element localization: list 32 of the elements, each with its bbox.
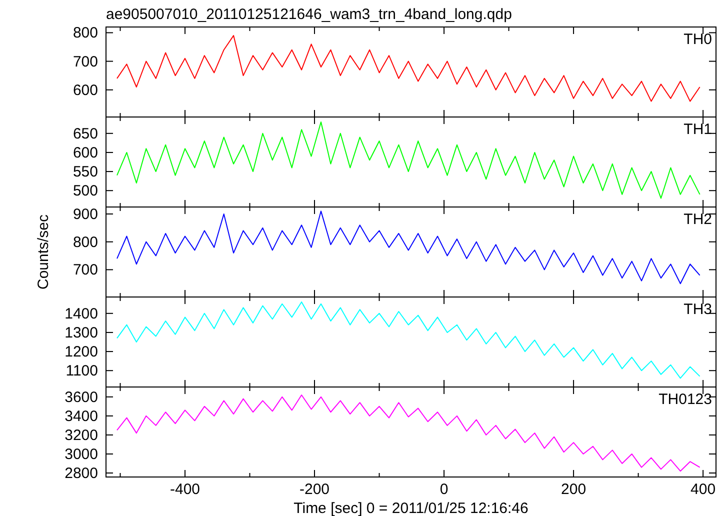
y-tick-label: 1200	[64, 344, 98, 361]
x-axis-title: Time [sec] 0 = 2011/01/25 12:16:46	[294, 500, 528, 516]
y-tick-label: 3200	[64, 426, 98, 444]
x-tick-label: 0	[440, 481, 448, 498]
y-tick-label: 3400	[64, 408, 98, 425]
y-tick-label: 800	[72, 24, 98, 42]
y-tick-label: 3600	[64, 388, 98, 406]
y-tick-label: 2800	[64, 465, 98, 482]
y-tick-label: 1400	[64, 305, 98, 322]
y-tick-label: 550	[72, 164, 98, 181]
text: TH3	[684, 301, 712, 318]
y-tick-label: 800	[72, 234, 98, 251]
text: TH1	[684, 121, 712, 138]
text: TH0123	[658, 391, 712, 408]
x-tick-label: -200	[300, 481, 330, 498]
y-tick-label: 500	[72, 182, 98, 200]
y-tick-label: 700	[72, 53, 98, 70]
y-tick-label: 900	[72, 206, 98, 223]
x-tick-label: -400	[170, 481, 200, 498]
y-axis-title: Counts/sec	[35, 214, 52, 290]
y-tick-label: 700	[72, 262, 98, 279]
chart-title: ae905007010_20110125121646_wam3_trn_4band_long.qdp	[106, 6, 512, 23]
y-tick-label: 600	[72, 144, 98, 162]
y-tick-label: 3000	[64, 446, 98, 463]
y-tick-label: 650	[72, 125, 98, 142]
text: TH0	[684, 31, 712, 48]
x-tick-label: 400	[690, 481, 716, 498]
y-tick-label: 600	[72, 82, 98, 99]
x-tick-label: 200	[561, 481, 586, 498]
text: TH2	[684, 211, 712, 228]
y-tick-label: 1100	[66, 362, 98, 380]
y-tick-label: 1300	[64, 324, 98, 342]
